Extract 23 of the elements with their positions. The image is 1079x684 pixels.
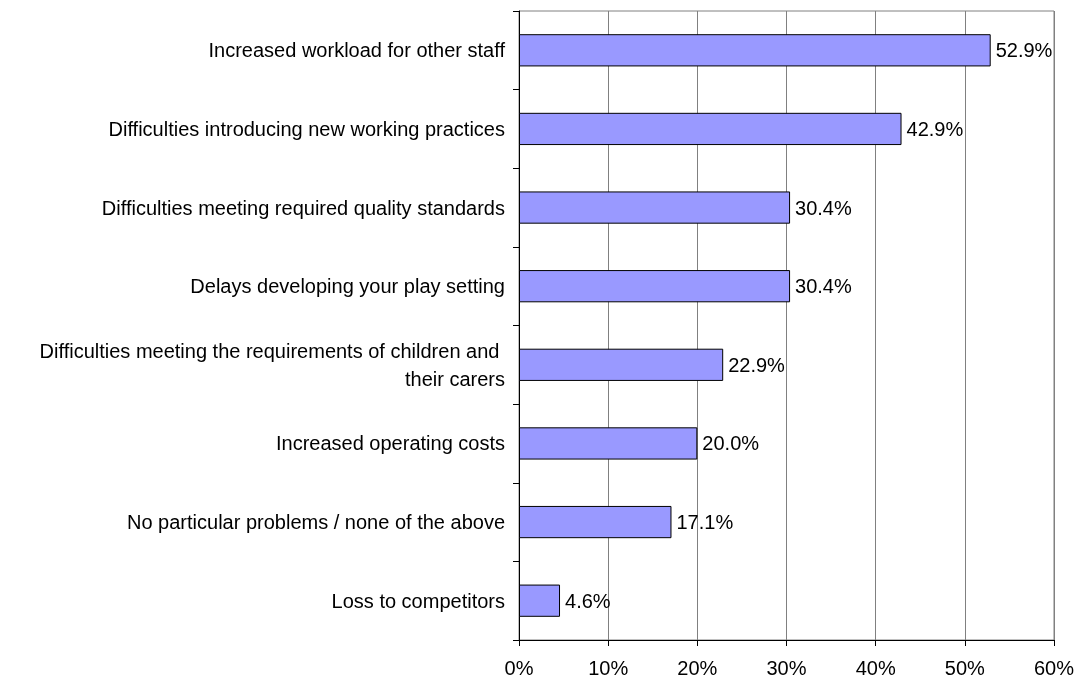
y-tick-label: Delays developing your play setting	[190, 275, 505, 298]
y-tick-label: Increased workload for other staff	[208, 39, 506, 62]
x-tick-label: 10%	[588, 657, 629, 679]
data-label: 17.1%	[676, 511, 734, 534]
x-tick-label: 30%	[766, 657, 807, 679]
y-tick-label: Loss to competitors	[331, 589, 505, 612]
x-tick-label: 50%	[944, 657, 986, 679]
x-tick-label: 40%	[855, 657, 896, 679]
x-tick-label: 20%	[677, 657, 718, 679]
y-tick-label: Difficulties meeting required quality standards	[101, 196, 505, 219]
data-label: 52.9%	[995, 39, 1053, 62]
x-tick-label: 0%	[504, 657, 534, 679]
y-tick-label: Difficulties introducing new working practices	[108, 117, 505, 140]
y-tick-label: Difficulties meeting the requirements of children and their carers	[39, 339, 505, 390]
y-tick-label: Increased operating costs	[275, 432, 505, 455]
data-label: 20.0%	[702, 432, 760, 455]
data-label: 30.4%	[795, 196, 852, 219]
y-tick-label: No particular problems / none of the above	[127, 511, 505, 534]
data-label: 30.4%	[795, 275, 852, 298]
data-label: 22.9%	[728, 353, 786, 376]
data-label: 42.9%	[906, 117, 964, 140]
x-tick-label: 60%	[1033, 657, 1075, 679]
data-label: 4.6%	[565, 589, 611, 612]
